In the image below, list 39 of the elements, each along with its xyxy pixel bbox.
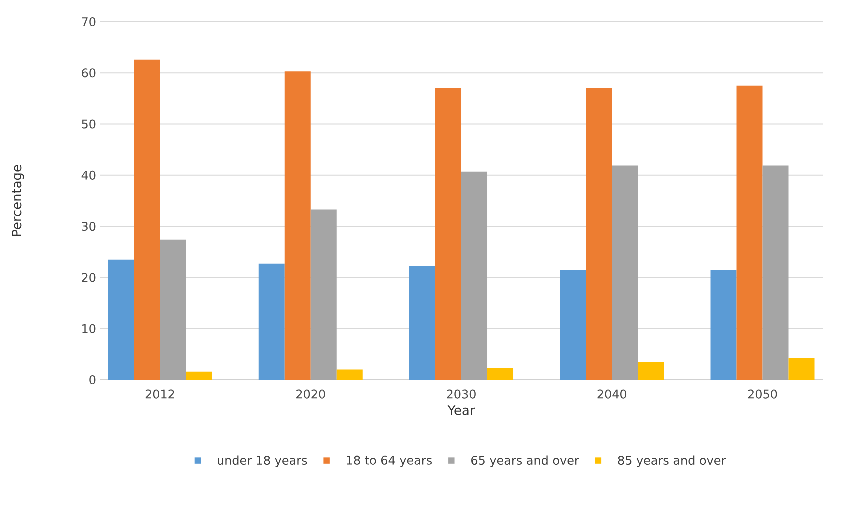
legend-label: 65 years and over	[472, 456, 580, 468]
x-tick-label: 2020	[296, 390, 326, 399]
bar	[612, 166, 638, 380]
x-tick-label: 2030	[447, 390, 476, 399]
y-tick-label: 60	[82, 68, 96, 78]
bar	[560, 270, 586, 380]
bar	[586, 88, 612, 380]
y-tick-label: 0	[90, 375, 96, 385]
y-tick-label: 20	[82, 273, 96, 282]
legend-label: 85 years and over	[618, 456, 726, 468]
bar	[710, 270, 737, 380]
bar	[310, 210, 337, 380]
x-axis-title: Year	[448, 406, 476, 416]
legend-label: 18 to 64 years	[347, 456, 432, 468]
y-tick-label: 40	[82, 170, 96, 180]
bar	[284, 72, 311, 380]
bar	[134, 60, 160, 380]
bar	[462, 172, 488, 380]
x-tick-label: 2012	[146, 390, 174, 399]
y-tick-label: 30	[82, 222, 96, 232]
x-tick-label: 2040	[598, 390, 627, 399]
bar	[436, 88, 462, 380]
legend-label: under 18 years	[218, 456, 308, 468]
y-tick-label: 10	[82, 324, 96, 334]
y-tick-label: 70	[82, 17, 96, 27]
bar	[788, 358, 815, 380]
y-axis-title: Percentage	[12, 165, 24, 236]
bar	[762, 166, 789, 380]
bar	[186, 372, 212, 380]
y-tick-label: 50	[82, 120, 96, 129]
x-tick-label: 2050	[748, 390, 778, 399]
bar	[258, 264, 285, 380]
bar	[336, 370, 363, 380]
bar	[736, 86, 763, 380]
bar	[410, 266, 436, 380]
bar	[108, 260, 134, 380]
bar	[160, 240, 186, 380]
bar	[638, 362, 664, 380]
bar	[488, 368, 514, 380]
